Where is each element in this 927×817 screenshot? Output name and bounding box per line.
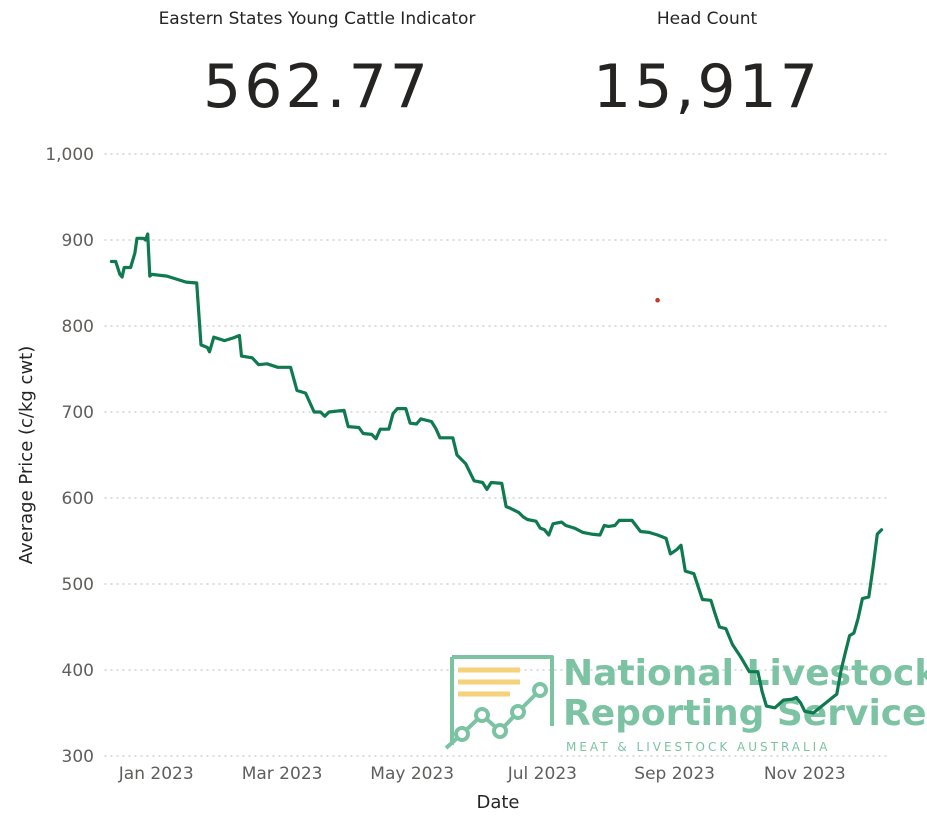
outlier-point [655, 297, 660, 303]
watermark-line1: National Livestock [563, 653, 927, 694]
series-group [109, 232, 884, 715]
x-tick-label: May 2023 [370, 764, 454, 784]
y-axis-title: Average Price (c/kg cwt) [16, 346, 37, 565]
headcount-label: Head Count [656, 9, 758, 29]
x-tick-label: Jul 2023 [507, 764, 577, 784]
nlrs-watermark: National Livestock Reporting Service MEA… [444, 653, 927, 754]
y-tick-label: 1,000 [45, 145, 94, 165]
price-series-line [109, 232, 884, 715]
nlrs-logo-icon [444, 655, 554, 750]
headcount-value: 15,917 [593, 52, 821, 122]
y-tick-label: 900 [62, 231, 94, 251]
watermark-subline: MEAT & LIVESTOCK AUSTRALIA [566, 740, 830, 754]
x-tick-label: Nov 2023 [764, 764, 846, 784]
x-axis-ticks: Jan 2023 Mar 2023 May 2023 Jul 2023 Sep 2023… [118, 764, 846, 784]
x-tick-label: Mar 2023 [242, 764, 323, 784]
y-tick-label: 800 [62, 317, 94, 337]
x-axis-title: Date [476, 792, 519, 813]
x-tick-label: Jan 2023 [118, 764, 194, 784]
y-tick-label: 400 [62, 661, 94, 681]
y-tick-label: 300 [62, 747, 94, 767]
y-axis-ticks: 300 400 500 600 700 800 900 1,000 [45, 145, 94, 767]
indicator-value: 562.77 [203, 52, 431, 122]
indicator-label: Eastern States Young Cattle Indicator [158, 9, 476, 29]
y-tick-label: 700 [62, 403, 94, 423]
x-tick-label: Sep 2023 [634, 764, 715, 784]
watermark-line2: Reporting Service [563, 693, 927, 734]
y-tick-label: 500 [62, 575, 94, 595]
y-tick-label: 600 [62, 489, 94, 509]
outlier-group [655, 297, 660, 303]
